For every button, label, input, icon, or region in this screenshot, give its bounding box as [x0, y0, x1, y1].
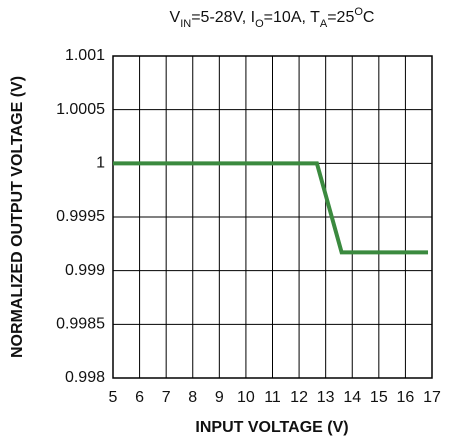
- y-tick-label: 0.9995: [56, 208, 105, 225]
- y-tick-label: 0.998: [65, 369, 105, 386]
- x-axis-label: INPUT VOLTAGE (V): [195, 419, 348, 436]
- x-tick-label: 12: [290, 389, 308, 406]
- x-tick-label: 6: [135, 389, 144, 406]
- y-tick-label: 1.0005: [56, 101, 105, 118]
- title-part: O: [354, 6, 363, 18]
- y-tick-label: 0.999: [65, 262, 105, 279]
- title-part: =25: [327, 9, 354, 26]
- y-axis-label: NORMALIZED OUTPUT VOLTAGE (V): [9, 76, 26, 358]
- x-tick-label: 8: [188, 389, 197, 406]
- x-tick-label: 5: [109, 389, 118, 406]
- plot-border: [112, 55, 433, 379]
- x-tick-label: 9: [215, 389, 224, 406]
- y-tick-label: 1: [96, 155, 105, 172]
- title-part: C: [363, 9, 375, 26]
- title-part: A: [320, 18, 328, 30]
- title-part: =10A, T: [264, 9, 320, 26]
- y-tick-label: 0.9985: [56, 316, 105, 333]
- y-tick-label: 1.001: [65, 47, 105, 64]
- x-tick-label: 7: [162, 389, 171, 406]
- x-tick-label: 10: [237, 389, 255, 406]
- chart-title: VIN=5-28V, IO=10A, TA=25OC: [170, 6, 375, 30]
- data-line: [113, 161, 429, 255]
- title-part: IN: [180, 18, 191, 30]
- x-tick-label: 15: [370, 389, 388, 406]
- x-tick-label: 16: [397, 389, 415, 406]
- x-tick-label: 14: [343, 389, 361, 406]
- title-part: O: [255, 18, 264, 30]
- title-part: V: [170, 9, 181, 26]
- title-part: =5-28V, I: [191, 9, 255, 26]
- x-tick-label: 17: [423, 389, 441, 406]
- x-tick-label: 11: [264, 389, 281, 406]
- x-tick-label: 13: [317, 389, 335, 406]
